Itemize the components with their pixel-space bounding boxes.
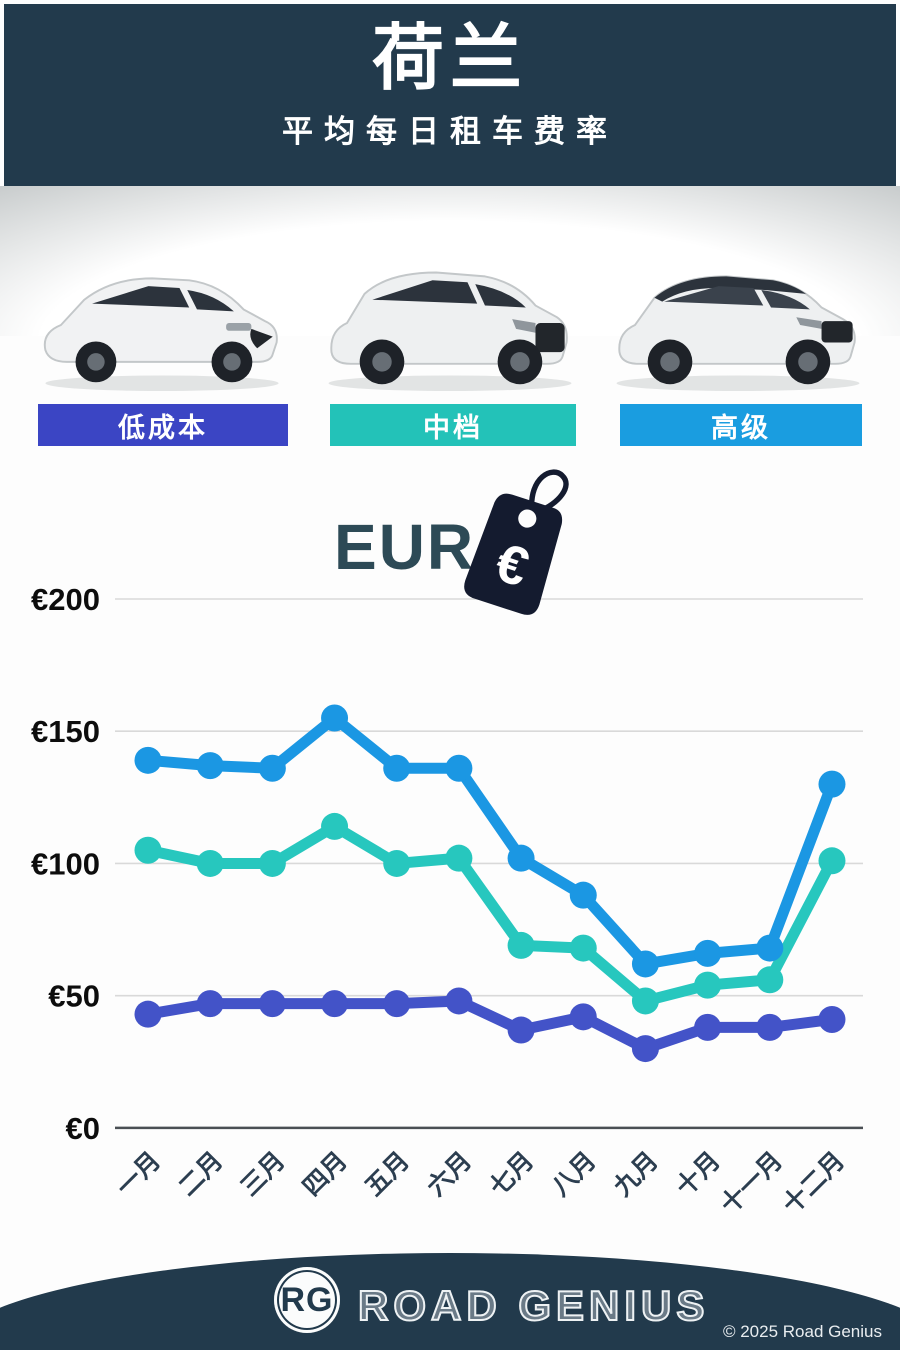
data-point <box>569 881 597 909</box>
data-point <box>631 950 659 978</box>
data-point <box>694 939 722 967</box>
road-genius-logo: RG <box>274 1267 340 1333</box>
data-point <box>134 836 162 864</box>
data-point <box>445 987 473 1015</box>
header-banner: 荷兰 平均每日租车费率 <box>4 4 896 186</box>
x-axis-month-label: 六月 <box>422 1146 477 1201</box>
y-axis-tick-label: €150 <box>31 714 100 749</box>
data-point <box>756 1013 784 1041</box>
data-point <box>818 847 846 875</box>
x-axis-month-label: 七月 <box>484 1146 539 1201</box>
rental-rates-line-chart: €0 €50 €100 €150 €200 一月 二月 三月 四月 五月 六月 七月 八月 九月 十月 十一月… <box>0 550 900 1230</box>
data-point <box>569 1003 597 1031</box>
data-point <box>694 971 722 999</box>
data-point <box>134 1000 162 1028</box>
category-button-economy: 低成本 <box>38 404 288 446</box>
data-point <box>569 934 597 962</box>
series-line <box>142 820 838 1007</box>
copyright-text: © 2025 Road Genius <box>722 1322 882 1341</box>
y-axis-tick-label: €200 <box>31 582 100 617</box>
data-point <box>631 987 659 1015</box>
data-point <box>258 990 286 1018</box>
data-point <box>694 1013 722 1041</box>
data-point <box>507 844 535 872</box>
data-point <box>134 746 162 774</box>
data-point <box>507 1016 535 1044</box>
category-label-premium: 高级 <box>711 412 771 443</box>
data-point <box>445 754 473 782</box>
category-label-midsize: 中档 <box>423 412 483 443</box>
data-point <box>383 849 411 877</box>
data-point <box>383 990 411 1018</box>
economy-car-image <box>26 248 298 400</box>
data-point <box>631 1035 659 1063</box>
category-button-premium: 高级 <box>620 404 862 446</box>
x-axis-month-label: 五月 <box>360 1146 415 1201</box>
x-axis-month-label: 十二月 <box>777 1146 850 1219</box>
data-point <box>756 934 784 962</box>
data-point <box>196 849 224 877</box>
x-axis-month-label: 十月 <box>671 1146 726 1201</box>
data-point <box>445 844 473 872</box>
data-point <box>196 752 224 780</box>
y-axis-tick-label: €100 <box>31 846 100 881</box>
x-axis-month-label: 九月 <box>608 1146 664 1202</box>
data-point <box>258 849 286 877</box>
x-axis-month-label: 一月 <box>111 1146 166 1201</box>
brand-name: ROAD GENIUS <box>357 1281 710 1330</box>
midsize-car-image <box>314 248 586 400</box>
data-point <box>321 704 349 732</box>
data-point <box>383 754 411 782</box>
x-axis-month-label: 八月 <box>546 1146 601 1201</box>
price-tag-icon: € <box>452 452 588 628</box>
x-axis-month-label: 四月 <box>298 1146 353 1201</box>
data-point <box>321 812 349 840</box>
data-point <box>756 966 784 994</box>
data-point <box>818 770 846 798</box>
data-point <box>818 1005 846 1033</box>
y-axis-tick-label: €50 <box>48 979 100 1014</box>
category-button-midsize: 中档 <box>330 404 576 446</box>
y-axis-tick-label: €0 <box>66 1111 100 1146</box>
currency-label: EUR <box>334 511 476 583</box>
premium-car-image <box>602 248 874 400</box>
x-axis-month-label: 十一月 <box>715 1146 788 1219</box>
data-point <box>196 990 224 1018</box>
series-line <box>142 995 838 1055</box>
x-axis-month-label: 二月 <box>173 1146 228 1201</box>
data-point <box>258 754 286 782</box>
page-title: 荷兰 <box>371 19 528 99</box>
page-subtitle: 平均每日租车费率 <box>282 113 618 149</box>
data-point <box>507 931 535 959</box>
series-line <box>142 712 838 970</box>
logo-initials: RG <box>280 1280 334 1319</box>
category-label-economy: 低成本 <box>118 412 208 443</box>
data-point <box>321 990 349 1018</box>
x-axis-month-label: 三月 <box>235 1146 290 1201</box>
